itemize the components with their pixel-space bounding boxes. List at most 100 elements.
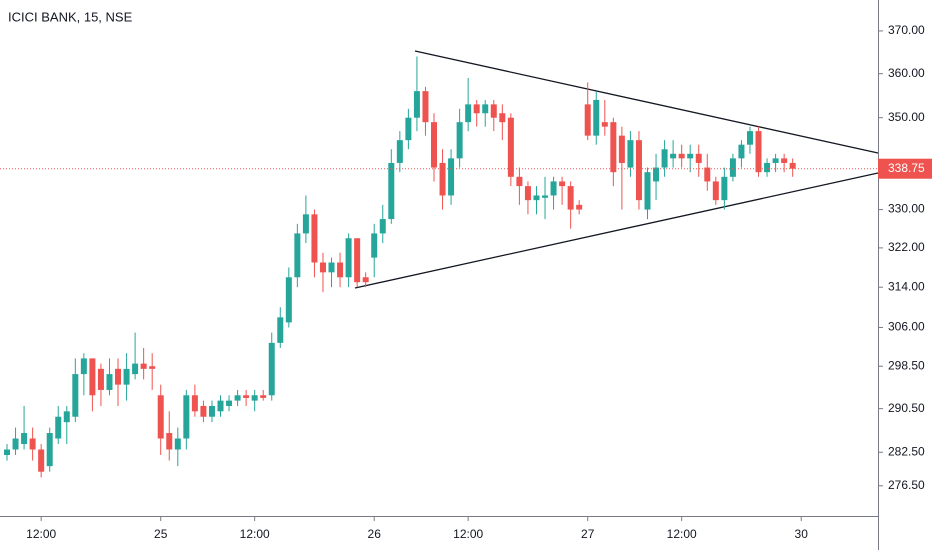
- candle-body: [516, 176, 523, 187]
- candle-body: [217, 400, 224, 412]
- candle-body: [294, 233, 301, 278]
- candle-body: [448, 158, 455, 196]
- x-tick-label: 12:00: [240, 527, 270, 541]
- candle-body: [789, 162, 796, 169]
- candle-body: [601, 122, 608, 127]
- candle-body: [260, 395, 267, 398]
- candle-body: [559, 181, 566, 187]
- candle-body: [268, 342, 275, 396]
- candle-body: [772, 158, 779, 163]
- candle-body: [550, 181, 557, 196]
- candle-body: [208, 405, 215, 417]
- last-price-box: [878, 158, 932, 179]
- candle-body: [277, 317, 284, 343]
- last-price-label: 338.75: [888, 161, 925, 175]
- candle-body: [337, 262, 344, 278]
- candle-body: [413, 91, 420, 118]
- candle-body: [465, 104, 472, 123]
- candle-body: [746, 131, 753, 145]
- candle-body: [661, 149, 668, 168]
- candle-body: [593, 99, 600, 136]
- candle-body: [687, 153, 694, 159]
- candle-body: [473, 104, 480, 114]
- candle-body: [89, 358, 96, 396]
- y-tick-label: 330.00: [888, 202, 925, 216]
- candle-body: [21, 433, 28, 444]
- candle-body: [149, 366, 156, 369]
- candle-body: [251, 395, 258, 401]
- trendline-lower: [354, 172, 879, 289]
- x-tick-label: 12:00: [667, 527, 697, 541]
- candle-body: [576, 204, 583, 210]
- candle-body: [610, 122, 617, 173]
- candle-body: [226, 400, 233, 406]
- y-tick-label: 298.50: [888, 358, 925, 372]
- candle-body: [319, 262, 326, 273]
- candle-body: [38, 449, 45, 472]
- x-tick-label: 12:00: [453, 527, 483, 541]
- y-tick-label: 322.00: [888, 240, 925, 254]
- candle-body: [567, 186, 574, 210]
- candle-body: [644, 172, 651, 210]
- candle-body: [183, 395, 190, 439]
- y-tick-label: 314.00: [888, 279, 925, 293]
- y-tick-label: 276.50: [888, 478, 925, 492]
- candle-body: [695, 153, 702, 163]
- y-tick-label: 290.50: [888, 401, 925, 415]
- candle-body: [524, 186, 531, 201]
- candle-body: [712, 181, 719, 201]
- candle-body: [653, 167, 660, 182]
- candle-body: [166, 433, 173, 450]
- candle-body: [72, 374, 79, 417]
- candle-body: [456, 122, 463, 159]
- trendline-upper: [414, 50, 879, 154]
- candle-body: [46, 433, 53, 467]
- candle-body: [55, 416, 62, 439]
- candle-body: [704, 167, 711, 182]
- y-tick-label: 370.00: [888, 23, 925, 37]
- candle-body: [396, 140, 403, 163]
- candle-body: [132, 363, 139, 375]
- candle-body: [533, 195, 540, 201]
- candle-body: [311, 214, 318, 263]
- candle-body: [781, 158, 788, 163]
- chart-title: ICICI BANK, 15, NSE: [8, 9, 133, 24]
- candle-body: [584, 104, 591, 136]
- candle-body: [191, 395, 198, 412]
- candle-body: [302, 214, 309, 234]
- candle-body: [678, 153, 685, 159]
- x-tick-label: 26: [368, 527, 382, 541]
- candle-body: [354, 238, 361, 283]
- candle-body: [140, 363, 147, 369]
- candle-body: [345, 238, 352, 278]
- candle-body: [388, 162, 395, 220]
- candle-body: [405, 117, 412, 141]
- y-tick-label: 360.00: [888, 66, 925, 80]
- candle-body: [362, 277, 369, 283]
- candle-body: [482, 104, 489, 114]
- x-tick-label: 30: [795, 527, 809, 541]
- x-tick-label: 12:00: [26, 527, 56, 541]
- candle-body: [157, 395, 164, 439]
- y-tick-label: 282.50: [888, 444, 925, 458]
- candle-body: [371, 233, 378, 258]
- candle-body: [285, 277, 292, 323]
- candle-body: [115, 368, 122, 385]
- candle-body: [721, 176, 728, 201]
- candle-body: [200, 405, 207, 417]
- candle-body: [123, 368, 130, 385]
- candle-body: [635, 140, 642, 201]
- candle-body: [670, 153, 677, 159]
- candle-body: [12, 438, 19, 450]
- candle-body: [542, 195, 549, 198]
- y-tick-label: 350.00: [888, 110, 925, 124]
- candle-body: [29, 438, 36, 450]
- candle-body: [234, 395, 241, 401]
- candle-body: [4, 449, 10, 456]
- candle-body: [764, 162, 771, 173]
- candle-body: [80, 358, 87, 375]
- candle-body: [97, 368, 104, 390]
- candle-body: [328, 262, 335, 273]
